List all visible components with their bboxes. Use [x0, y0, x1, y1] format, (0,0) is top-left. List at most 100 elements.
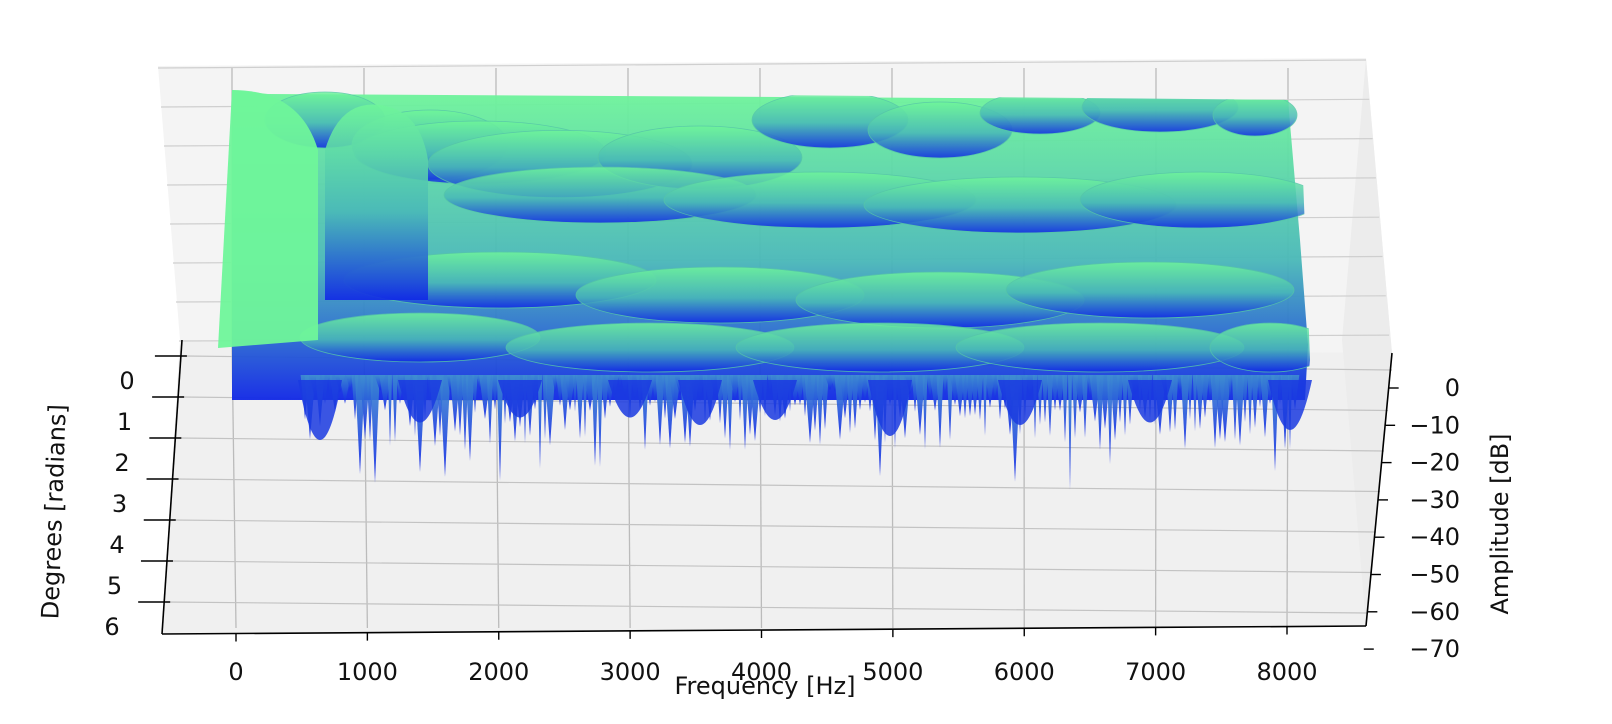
y-tick-label: 6	[104, 613, 119, 641]
null-spike	[851, 375, 859, 429]
null-spike	[1219, 375, 1231, 443]
null-spike	[496, 375, 504, 481]
null-valley	[298, 380, 342, 440]
null-spike	[544, 375, 556, 446]
null-valley	[1128, 380, 1172, 423]
x-axis-label: Frequency [Hz]	[675, 672, 856, 700]
null-spike	[821, 375, 829, 430]
null-spike	[810, 375, 820, 431]
null-spike	[537, 375, 543, 469]
null-spike	[1116, 375, 1124, 423]
null-spike	[591, 375, 599, 466]
null-spike	[1251, 375, 1259, 428]
surface-lobe	[1212, 93, 1298, 137]
null-spike	[576, 375, 584, 439]
surface-lobe	[979, 91, 1101, 135]
null-spike	[1242, 375, 1248, 422]
null-spike	[1227, 375, 1233, 401]
surface-nulls	[298, 375, 1312, 490]
null-valley	[998, 380, 1042, 425]
null-valley	[398, 380, 442, 423]
surface-lobe	[1005, 261, 1295, 319]
null-spike	[370, 375, 380, 483]
x-tick-label: 1000	[337, 658, 398, 686]
null-spike	[379, 375, 391, 411]
axes	[138, 339, 1399, 650]
z-tick-label: −40	[1409, 523, 1460, 551]
x-tick-label: 4000	[731, 658, 792, 686]
y-tick-label: 5	[107, 572, 122, 600]
null-spike	[597, 375, 603, 467]
surface-lobe	[955, 322, 1245, 373]
null-spike	[946, 375, 954, 441]
y-tick-label: 4	[109, 531, 124, 559]
surface-lobe	[1079, 171, 1310, 229]
null-spike	[439, 375, 451, 477]
null-spike	[741, 375, 749, 450]
null-spike	[552, 375, 558, 393]
surface-lobe	[299, 312, 541, 363]
surface-lobe	[1209, 322, 1310, 373]
null-spike	[914, 375, 926, 436]
y-tick-label: 0	[119, 367, 134, 395]
z-tick-label: 0	[1445, 374, 1460, 402]
z-axis-line	[1365, 352, 1393, 627]
z-tick-label: −30	[1409, 486, 1460, 514]
null-spike	[922, 375, 928, 450]
y-tick-label: 1	[117, 408, 132, 436]
x-tick-label: 8000	[1256, 658, 1317, 686]
null-spike	[970, 375, 980, 416]
x-tick-label: 5000	[862, 658, 923, 686]
null-valley	[498, 380, 542, 418]
surface-plot	[218, 90, 1312, 490]
surface-lobe-1	[325, 104, 428, 300]
y-axis-line	[161, 339, 183, 635]
null-spike	[1107, 375, 1113, 465]
null-spike	[795, 375, 805, 406]
null-spike	[1196, 375, 1204, 429]
null-spike	[737, 375, 743, 421]
null-spike	[942, 375, 948, 396]
y-tick-label: 2	[114, 449, 129, 477]
z-tick-label: −60	[1409, 598, 1460, 626]
null-spike	[961, 375, 969, 419]
grid-line-z	[157, 59, 1367, 69]
null-spike	[855, 375, 865, 411]
y-axis-label: Degrees [radians]	[36, 404, 71, 620]
null-spike	[1180, 375, 1190, 449]
null-spike	[1171, 375, 1179, 431]
null-valley	[1268, 380, 1312, 430]
null-spike	[1042, 375, 1048, 423]
null-spike	[982, 375, 988, 436]
tick-labels: 0 1000 2000 3000 4000 5000 6000 7000 8000 0 1 2 3 4 5 6…	[104, 367, 1460, 686]
null-spike	[472, 375, 478, 413]
null-spike	[846, 375, 854, 433]
null-spike	[1067, 375, 1073, 490]
null-spike	[726, 375, 734, 450]
null-spike	[491, 375, 499, 410]
null-spike	[1200, 375, 1210, 418]
null-spike	[1062, 375, 1068, 443]
null-valley	[608, 380, 652, 418]
null-spike	[582, 375, 588, 437]
null-spike	[392, 375, 398, 442]
grid-line-y	[178, 437, 1385, 452]
surface-dc-wall	[218, 90, 318, 348]
null-spike	[655, 375, 665, 446]
null-spike	[991, 375, 999, 401]
null-spike	[1122, 375, 1128, 436]
null-spike	[721, 375, 729, 439]
null-spike	[976, 375, 984, 420]
null-spike	[465, 375, 475, 461]
null-spike	[936, 375, 944, 448]
null-spike	[816, 375, 824, 445]
null-spike	[840, 375, 850, 419]
x-tick-label: 7000	[1125, 658, 1186, 686]
null-spike	[1235, 375, 1245, 446]
x-axis-line	[161, 625, 1367, 635]
grid-line-y	[165, 601, 1369, 614]
z-tick-label: −20	[1409, 449, 1460, 477]
null-spike	[1260, 375, 1270, 438]
x-tick-label: 3000	[600, 658, 661, 686]
